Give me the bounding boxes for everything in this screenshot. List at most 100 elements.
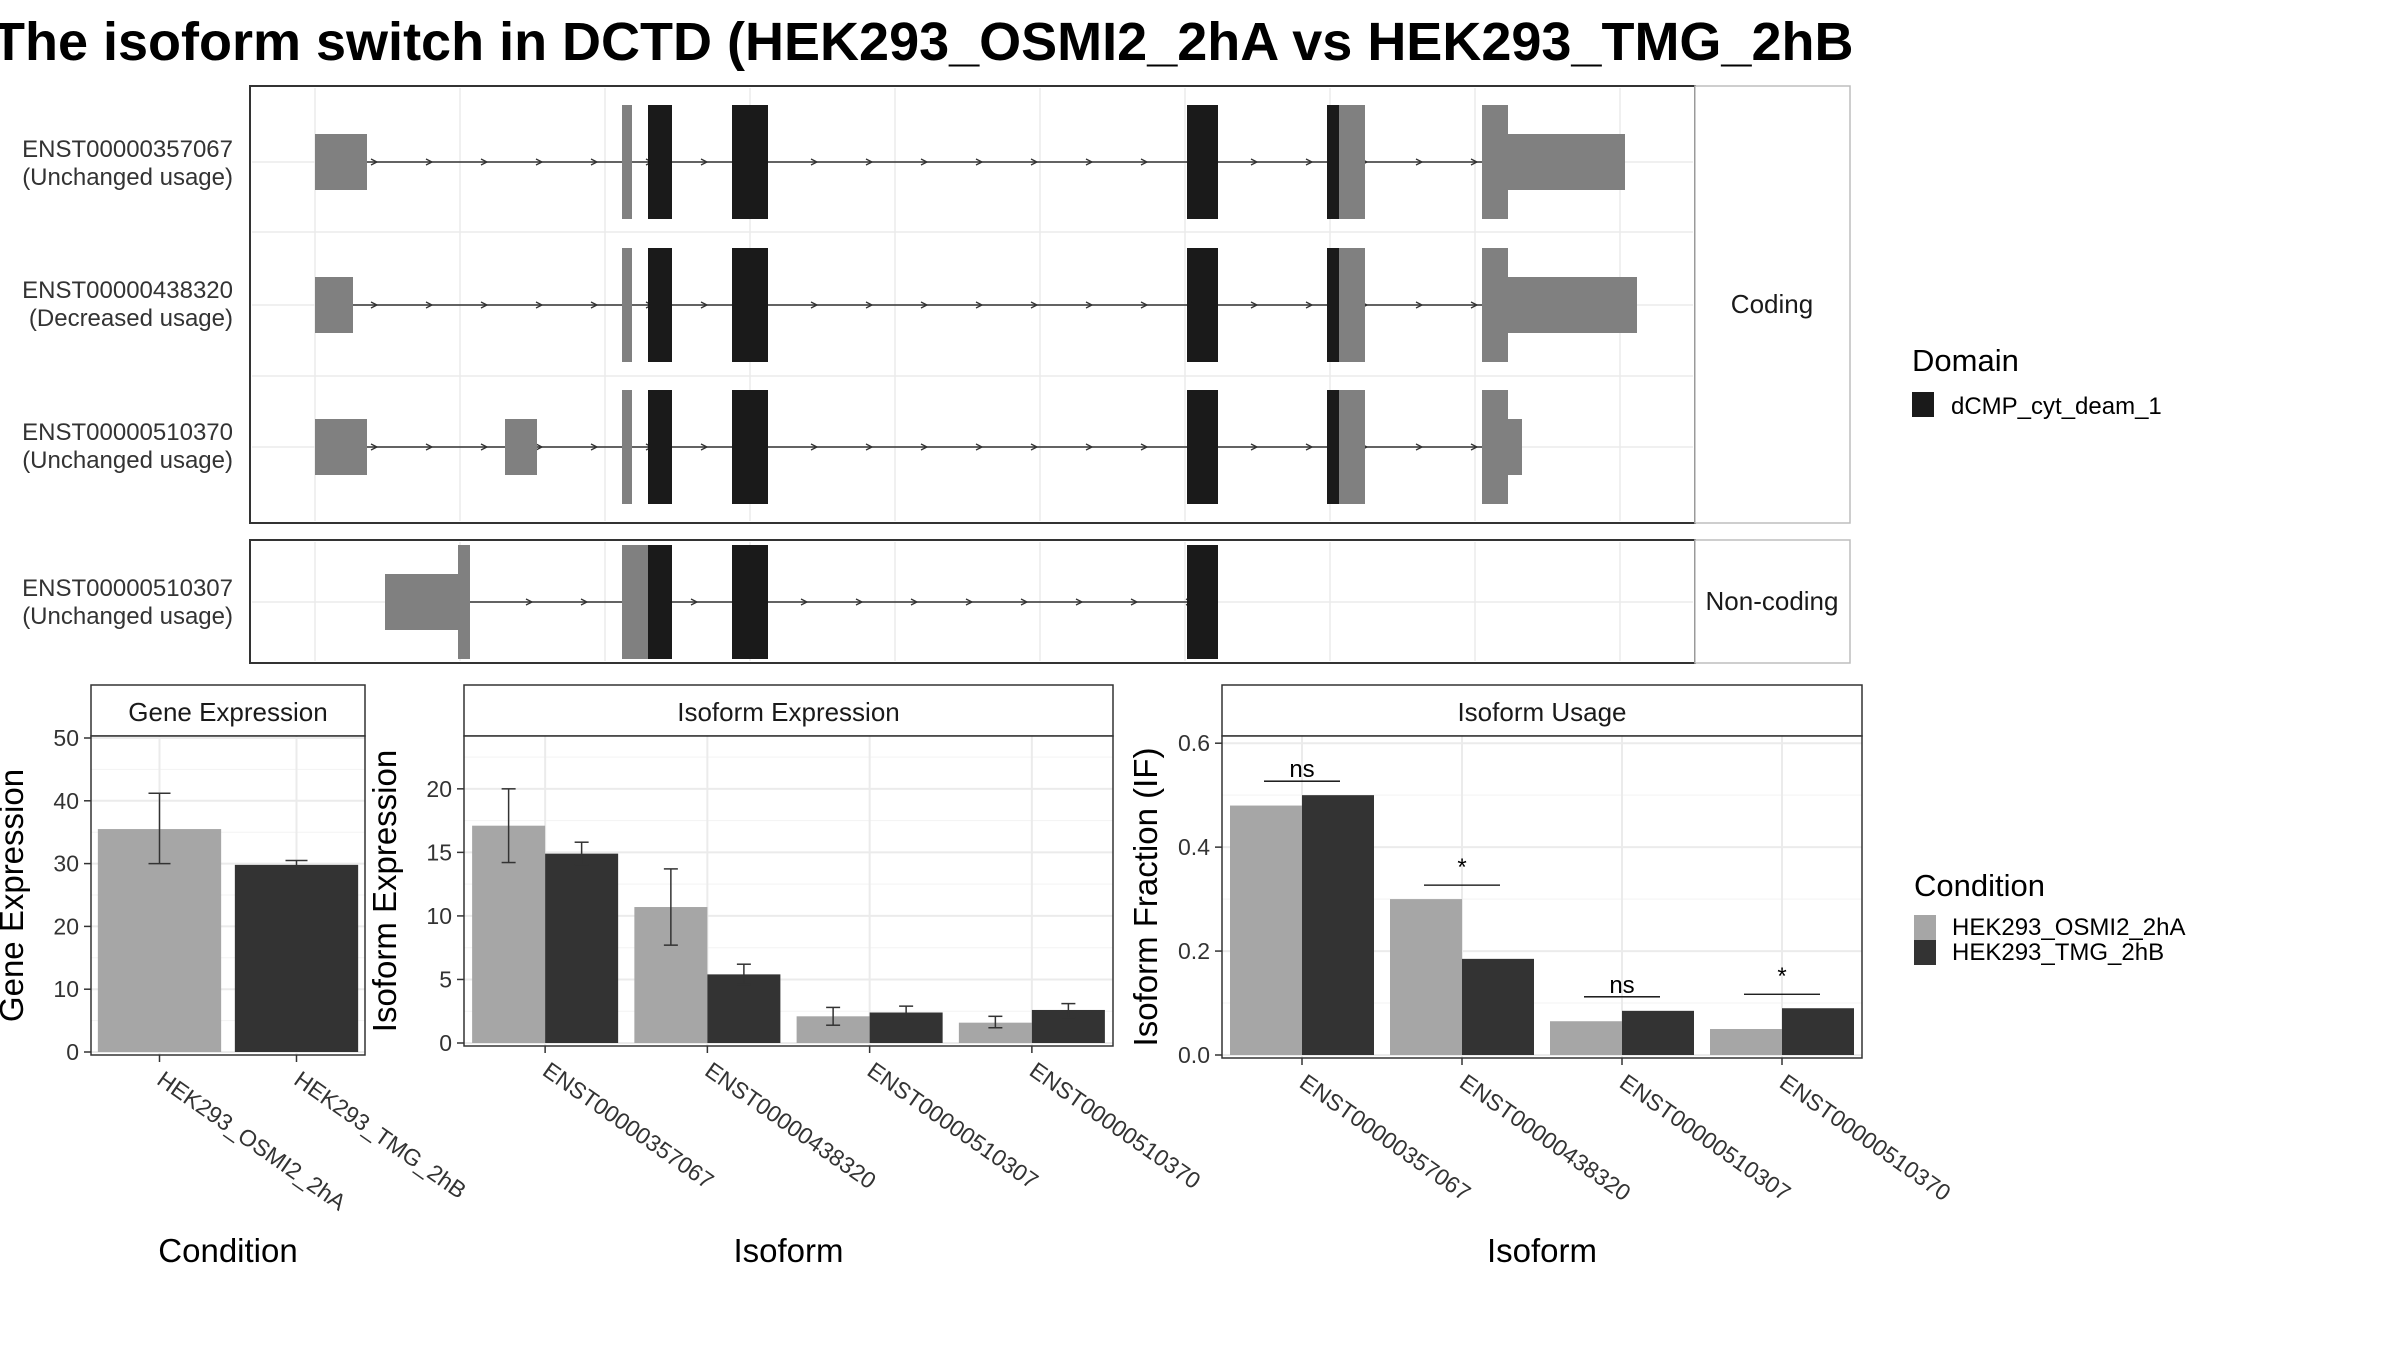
condition-legend: Condition HEK293_OSMI2_2hA HEK293_TMG_2h…: [1914, 868, 2185, 966]
strand-arrow: [810, 158, 819, 166]
bar: [1550, 1021, 1622, 1055]
bar: [1710, 1029, 1782, 1055]
coding-strip: [1694, 85, 1851, 524]
domain-exon: [648, 105, 672, 219]
y-tick-label: 15: [426, 839, 452, 865]
strand-arrow: [370, 443, 379, 451]
strand-arrow: [1030, 158, 1039, 166]
noncoding-strip-label: Non-coding: [1706, 586, 1839, 616]
strand-arrow: [920, 158, 929, 166]
strand-arrow: [1085, 301, 1094, 309]
strand-arrow: [965, 598, 974, 606]
strand-arrow: [370, 301, 379, 309]
x-axis-title: Isoform: [733, 1232, 843, 1269]
strand-arrow: [590, 158, 599, 166]
strand-arrow: [370, 158, 379, 166]
domain-legend: Domain dCMP_cyt_deam_1: [1912, 343, 2162, 420]
x-tick-label: ENST00000510307: [1615, 1069, 1795, 1206]
y-tick-label: 0.4: [1178, 834, 1210, 860]
coding-exon: [1482, 248, 1508, 362]
coding-exon: [1482, 105, 1508, 219]
strand-arrow: [700, 443, 709, 451]
strand-arrow: [535, 158, 544, 166]
utr-exon: [385, 574, 458, 630]
panel-strip-title: Gene Expression: [128, 697, 327, 727]
significance-label: *: [1457, 854, 1466, 881]
strand-arrow: [1075, 598, 1084, 606]
utr-exon: [505, 419, 537, 475]
condition-legend-label-b: HEK293_TMG_2hB: [1952, 939, 2164, 966]
domain-exon: [648, 545, 672, 659]
strand-arrow: [1305, 158, 1314, 166]
domain-exon: [1327, 105, 1339, 219]
y-tick-label: 0.2: [1178, 938, 1210, 964]
strand-arrow: [535, 443, 544, 451]
utr-exon: [622, 574, 632, 630]
utr-exon: [1505, 277, 1637, 333]
strand-arrow: [1130, 598, 1139, 606]
strand-arrow: [425, 301, 434, 309]
figure-title: The isoform switch in DCTD (HEK293_OSMI2…: [0, 12, 1853, 72]
domain-exon: [732, 105, 768, 219]
coding-exon: [1339, 390, 1365, 504]
condition-legend-swatch-a: [1914, 915, 1936, 940]
domain-legend-swatch: [1912, 392, 1934, 417]
x-tick-label: ENST00000357067: [1295, 1069, 1475, 1206]
strand-arrow: [690, 598, 699, 606]
domain-exon: [1187, 105, 1218, 219]
strand-arrow: [590, 301, 599, 309]
strand-arrow: [975, 443, 984, 451]
bar: [1390, 899, 1462, 1055]
coding-exon: [1339, 248, 1365, 362]
utr-exon: [622, 419, 632, 475]
transcript-shapes: [315, 105, 1637, 659]
domain-legend-label: dCMP_cyt_deam_1: [1951, 393, 2162, 420]
domain-exon: [732, 248, 768, 362]
strand-arrow: [480, 443, 489, 451]
x-tick-label: ENST00000510370: [1025, 1057, 1205, 1194]
strand-arrow: [975, 158, 984, 166]
transcript-usage: (Unchanged usage): [22, 164, 233, 191]
strand-arrow: [1415, 158, 1424, 166]
bar: [1622, 1010, 1694, 1055]
strand-arrow: [1030, 443, 1039, 451]
utr-exon: [315, 134, 367, 190]
y-axis-title: Gene Expression: [0, 769, 30, 1022]
x-tick-label: ENST00000510307: [863, 1057, 1043, 1194]
condition-legend-title: Condition: [1914, 868, 2045, 903]
strand-arrow: [590, 443, 599, 451]
panel-strip: [1221, 684, 1863, 737]
transcript-id: ENST00000510370: [22, 419, 233, 446]
domain-exon: [732, 545, 768, 659]
y-tick-label: 10: [53, 976, 79, 1002]
domain-exon: [732, 390, 768, 504]
strand-arrow: [1305, 301, 1314, 309]
bar: [1302, 795, 1374, 1055]
domain-exon: [1187, 390, 1218, 504]
isoform-usage-chart: Isoform Usage 0.0 0.2 0.4 0.6 ns * ns * ENST00000…: [1127, 684, 1956, 1269]
strand-arrow: [1305, 443, 1314, 451]
y-tick-label: 0.0: [1178, 1042, 1210, 1068]
strand-arrow: [975, 301, 984, 309]
y-tick-label: 20: [426, 776, 452, 802]
x-axis-title: Isoform: [1487, 1232, 1597, 1269]
transcript-usage: (Unchanged usage): [22, 603, 233, 630]
strand-arrow: [1140, 158, 1149, 166]
strand-arrow: [1250, 443, 1259, 451]
strand-arrow: [700, 301, 709, 309]
strand-arrow: [1250, 301, 1259, 309]
condition-legend-swatch-b: [1914, 940, 1936, 965]
domain-exon: [1327, 390, 1339, 504]
panel-border: [1221, 735, 1863, 1059]
strand-arrow: [700, 158, 709, 166]
y-tick-label: 0: [66, 1039, 79, 1065]
strand-arrow: [1140, 301, 1149, 309]
strand-arrow: [525, 598, 534, 606]
strand-arrow: [1250, 158, 1259, 166]
panel-border: [463, 735, 1114, 1047]
noncoding-strip: [1694, 539, 1851, 664]
y-tick-label: 20: [53, 913, 79, 939]
strand-arrow: [535, 301, 544, 309]
utr-exon: [1508, 419, 1522, 475]
